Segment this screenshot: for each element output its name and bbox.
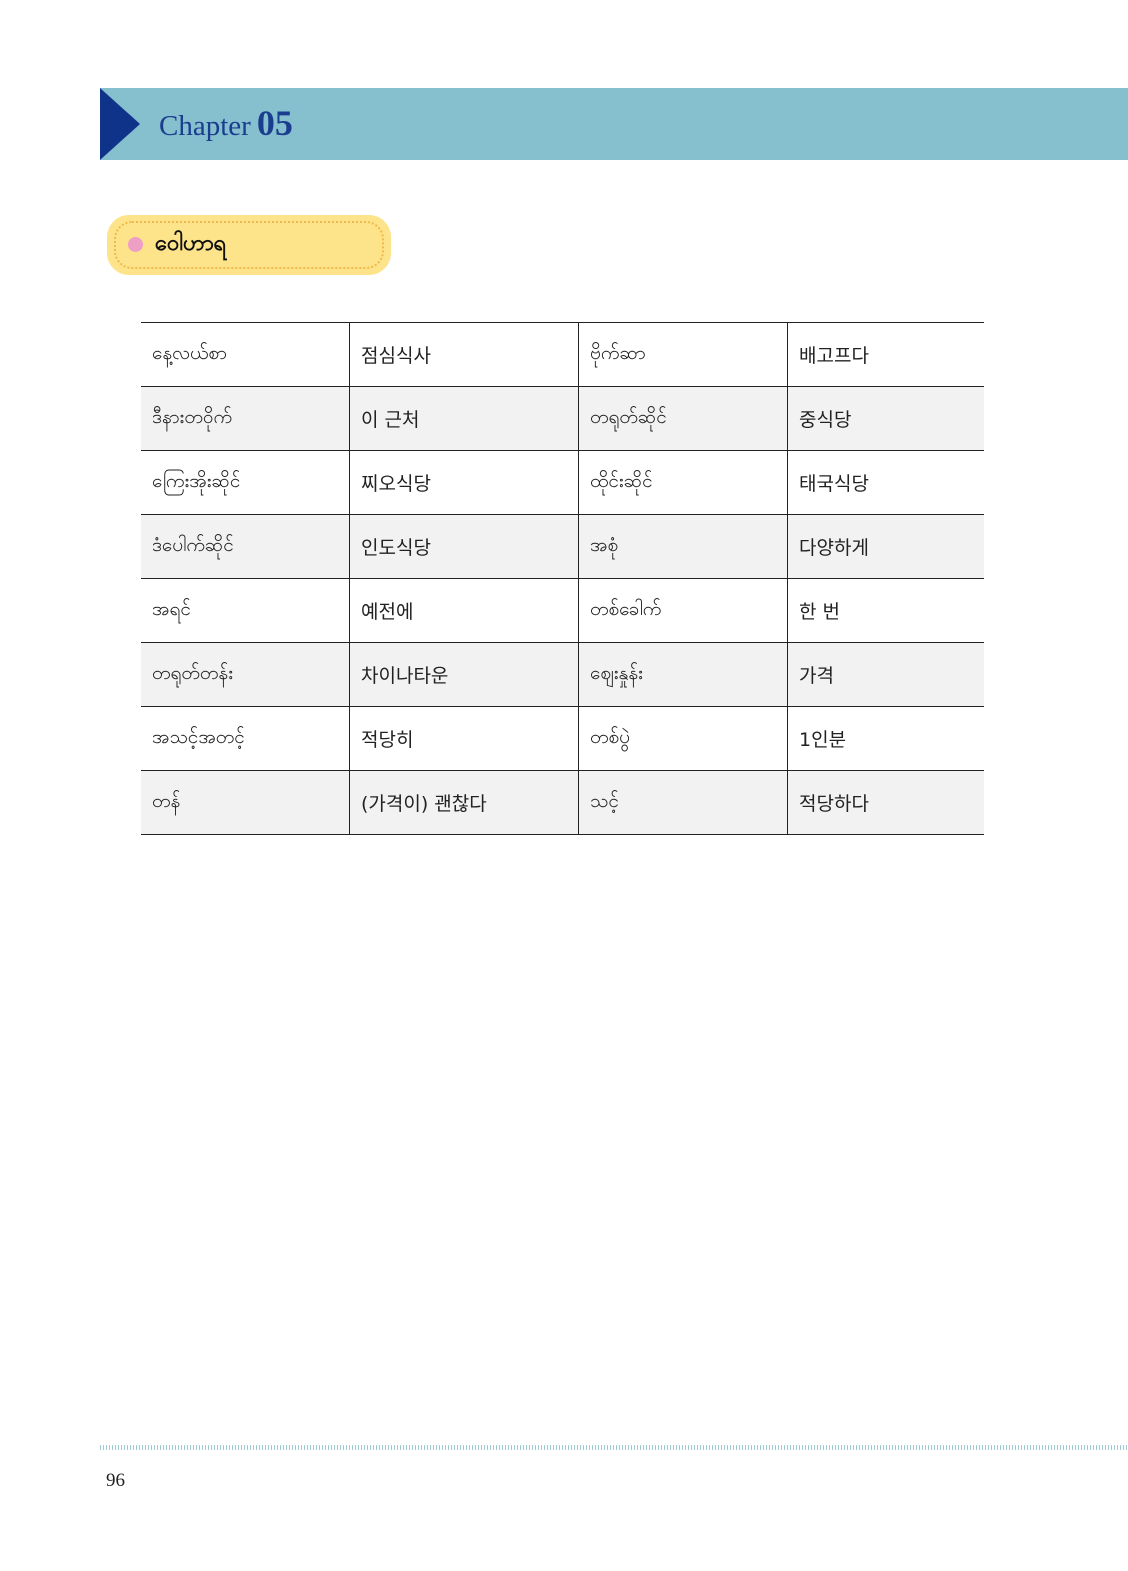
chapter-number: 05 bbox=[256, 103, 293, 143]
myanmar-term: နေ့လယ်စာ bbox=[141, 322, 350, 387]
korean-term: 점심식사 bbox=[349, 322, 579, 387]
table-row: ဒံပေါက်ဆိုင် 인도식당 အစုံ 다양하게 bbox=[141, 514, 984, 579]
myanmar-term: သင့် bbox=[578, 770, 788, 835]
myanmar-term: ဈေးနှုန်း bbox=[578, 642, 788, 707]
table-row: ကြေးအိုးဆိုင် 찌오식당 ထိုင်းဆိုင် 태국식당 bbox=[141, 450, 984, 515]
myanmar-term: တန် bbox=[141, 770, 350, 835]
table-row: အသင့်အတင့် 적당히 တစ်ပွဲ 1인분 bbox=[141, 706, 984, 771]
korean-term: 예전에 bbox=[349, 578, 579, 643]
korean-term: 태국식당 bbox=[787, 450, 984, 515]
korean-term: 중식당 bbox=[787, 386, 984, 451]
myanmar-term: အသင့်အတင့် bbox=[141, 706, 350, 771]
chapter-title: Chapter 05 bbox=[159, 100, 293, 149]
vocabulary-table: နေ့လယ်စာ 점심식사 ဗိုက်ဆာ 배고프다 ဒီနားတဝိုက် 이 근처 တရ… bbox=[141, 322, 984, 835]
table-row: ဒီနားတဝိုက် 이 근처 တရုတ်ဆိုင် 중식당 bbox=[141, 386, 984, 451]
dotted-border bbox=[114, 221, 384, 269]
korean-term: 가격 bbox=[787, 642, 984, 707]
korean-term: 다양하게 bbox=[787, 514, 984, 579]
myanmar-term: ထိုင်းဆိုင် bbox=[578, 450, 788, 515]
myanmar-term: ဗိုက်ဆာ bbox=[578, 322, 788, 387]
korean-term: 한 번 bbox=[787, 578, 984, 643]
korean-term: 이 근처 bbox=[349, 386, 579, 451]
myanmar-term: အရင် bbox=[141, 578, 350, 643]
myanmar-term: တရုတ်ဆိုင် bbox=[578, 386, 788, 451]
korean-term: 찌오식당 bbox=[349, 450, 579, 515]
korean-term: 배고프다 bbox=[787, 322, 984, 387]
bullet-dot-icon bbox=[128, 237, 143, 252]
table-row: တန် (가격이) 괜찮다 သင့် 적당하다 bbox=[141, 770, 984, 835]
chapter-header-band bbox=[100, 88, 1128, 160]
korean-term: 차이나타운 bbox=[349, 642, 579, 707]
myanmar-term: အစုံ bbox=[578, 514, 788, 579]
chapter-label: Chapter bbox=[159, 110, 251, 142]
section-title: ဝေါဟာရ bbox=[155, 231, 227, 256]
myanmar-term: တစ်ခေါက် bbox=[578, 578, 788, 643]
section-heading-pill: ဝေါဟာရ bbox=[107, 215, 391, 275]
table-row: အရင် 예전에 တစ်ခေါက် 한 번 bbox=[141, 578, 984, 643]
footer-divider bbox=[100, 1445, 1128, 1450]
korean-term: 적당히 bbox=[349, 706, 579, 771]
table-row: နေ့လယ်စာ 점심식사 ဗိုက်ဆာ 배고프다 bbox=[141, 322, 984, 387]
myanmar-term: ဒံပေါက်ဆိုင် bbox=[141, 514, 350, 579]
myanmar-term: ကြေးအိုးဆိုင် bbox=[141, 450, 350, 515]
myanmar-term: ဒီနားတဝိုက် bbox=[141, 386, 350, 451]
korean-term: 적당하다 bbox=[787, 770, 984, 835]
chapter-arrow-icon bbox=[100, 88, 140, 160]
myanmar-term: တစ်ပွဲ bbox=[578, 706, 788, 771]
korean-term: (가격이) 괜찮다 bbox=[349, 770, 579, 835]
table-row: တရုတ်တန်း 차이나타운 ဈေးနှုန်း 가격 bbox=[141, 642, 984, 707]
myanmar-term: တရုတ်တန်း bbox=[141, 642, 350, 707]
page-number: 96 bbox=[106, 1470, 125, 1491]
korean-term: 1인분 bbox=[787, 706, 984, 771]
korean-term: 인도식당 bbox=[349, 514, 579, 579]
